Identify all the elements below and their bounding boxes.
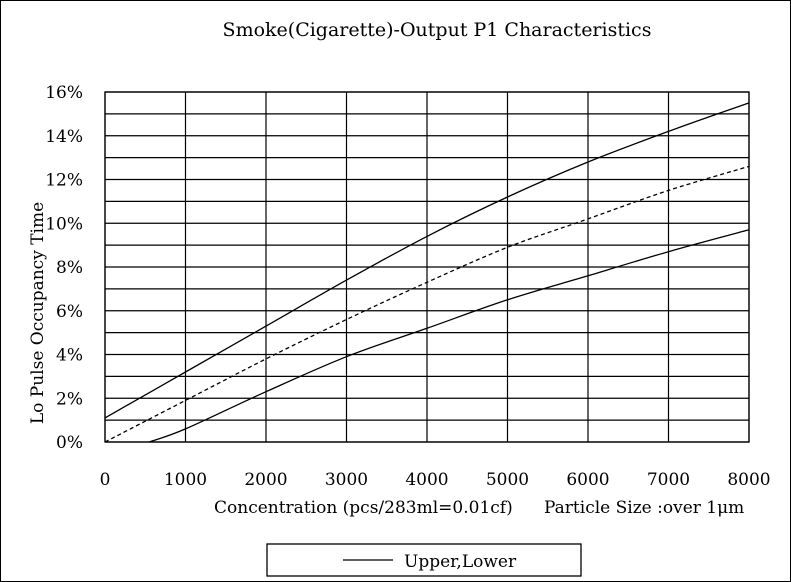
series-middle-dashed-line xyxy=(104,165,750,443)
x-tick-label: 8000 xyxy=(727,470,770,490)
legend-box xyxy=(266,543,582,577)
x-axis-note: Particle Size :over 1μm xyxy=(544,498,744,518)
y-tick-label: 16% xyxy=(45,83,83,103)
x-axis-label: Concentration (pcs/283ml=0.01cf) xyxy=(214,498,513,518)
y-tick-label: 4% xyxy=(56,346,83,366)
legend-label: Upper,Lower xyxy=(404,552,517,572)
series-lower-line xyxy=(149,229,750,443)
legend: Upper,Lower xyxy=(266,543,582,577)
x-tick-label: 5000 xyxy=(486,470,529,490)
y-tick-label: 12% xyxy=(45,171,83,191)
x-tick-label: 2000 xyxy=(244,470,287,490)
x-tick-label: 1000 xyxy=(164,470,207,490)
y-tick-labels: 0% 2% 4% 6% 8% 10% 12% 14% 16% xyxy=(45,83,83,453)
y-tick-label: 0% xyxy=(56,433,83,453)
y-tick-label: 14% xyxy=(45,127,83,147)
chart-title: Smoke(Cigarette)-Output P1 Characteristi… xyxy=(223,19,652,41)
x-tick-labels: 0 1000 2000 3000 4000 5000 6000 7000 8000 xyxy=(100,470,771,490)
x-tick-label: 4000 xyxy=(405,470,448,490)
y-tick-label: 2% xyxy=(56,389,83,409)
y-tick-label: 8% xyxy=(56,258,83,278)
x-tick-label: 6000 xyxy=(566,470,609,490)
grid xyxy=(104,91,750,443)
x-tick-label: 7000 xyxy=(647,470,690,490)
y-axis-label: Lo Pulse Occupancy Time xyxy=(28,202,48,424)
plot-area xyxy=(104,91,750,443)
series-layer xyxy=(104,102,750,443)
y-tick-label: 10% xyxy=(45,214,83,234)
y-tick-label: 6% xyxy=(56,302,83,322)
x-tick-label: 3000 xyxy=(325,470,368,490)
x-tick-label: 0 xyxy=(100,470,111,490)
series-upper-line xyxy=(104,102,750,419)
